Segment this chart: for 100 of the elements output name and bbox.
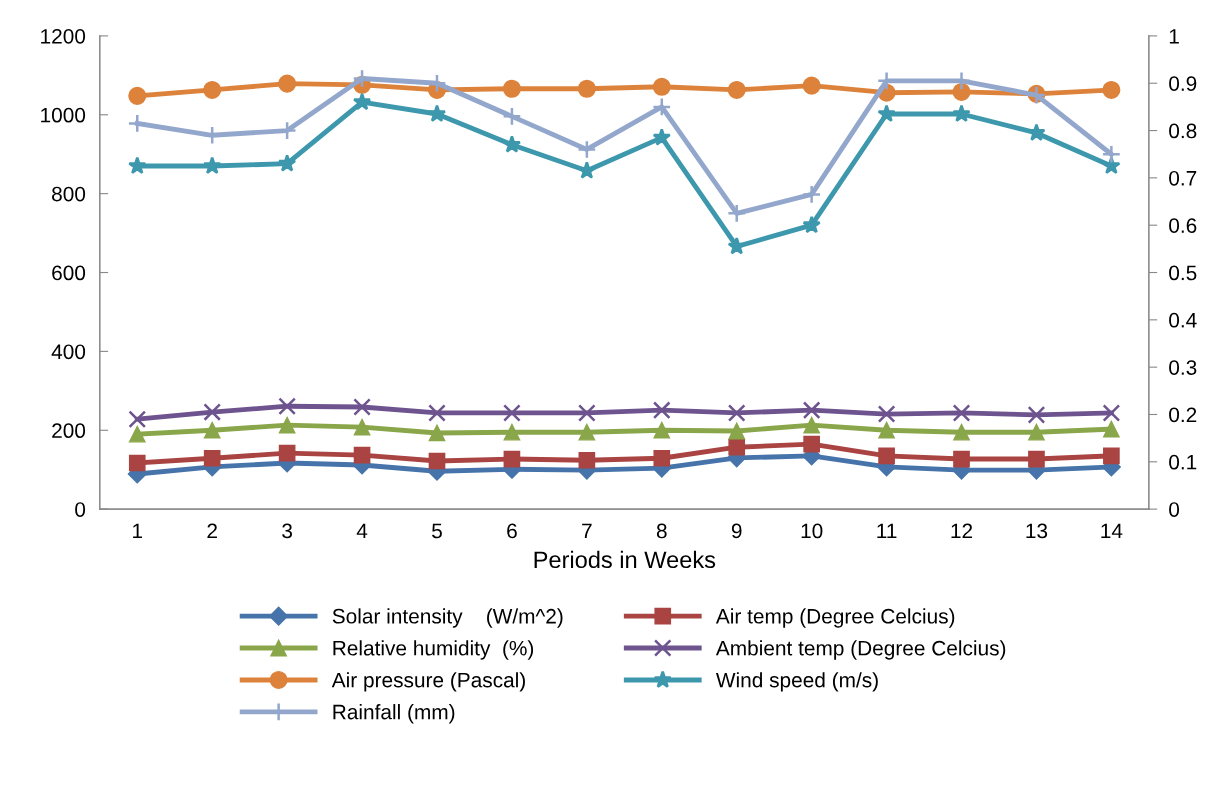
point xyxy=(203,156,222,175)
y-tick-label: 800 xyxy=(52,186,86,202)
x-tick-label: 6 xyxy=(507,523,517,539)
point xyxy=(203,403,222,421)
point xyxy=(952,104,971,122)
point xyxy=(952,404,971,422)
point xyxy=(578,451,596,469)
point xyxy=(353,418,371,436)
point xyxy=(728,438,746,456)
point xyxy=(577,404,596,422)
point xyxy=(652,401,671,420)
point xyxy=(1101,144,1121,164)
y2-tick-label: 1 xyxy=(1169,29,1179,44)
y2-tick-label: 0.1 xyxy=(1169,454,1197,470)
point xyxy=(802,401,821,420)
legend-label: Rainfall (mm) xyxy=(333,704,455,724)
point xyxy=(278,444,296,462)
y-tick-label: 1200 xyxy=(41,28,86,44)
point xyxy=(1027,405,1046,424)
point xyxy=(878,447,895,465)
x-axis-title: Periods in Weeks xyxy=(534,550,716,569)
point xyxy=(802,184,822,205)
point xyxy=(803,435,820,453)
point xyxy=(652,97,672,117)
y-tick-label: 0 xyxy=(75,502,86,517)
point xyxy=(203,421,221,439)
y2-tick-label: 0.2 xyxy=(1169,407,1197,423)
point xyxy=(503,423,521,441)
point xyxy=(127,113,147,134)
point xyxy=(653,449,671,467)
x-tick-label: 3 xyxy=(282,523,292,539)
legend-label: Wind speed (m/s) xyxy=(715,672,878,692)
x-tick-label: 9 xyxy=(731,523,742,539)
point xyxy=(652,128,671,146)
point xyxy=(427,104,447,122)
point xyxy=(1028,450,1045,468)
point xyxy=(877,405,896,423)
x-tick-label: 2 xyxy=(207,523,217,539)
point xyxy=(353,398,371,416)
point xyxy=(803,416,820,434)
point xyxy=(128,86,147,105)
y2-tick-label: 0.3 xyxy=(1169,360,1197,375)
point xyxy=(278,397,297,416)
point xyxy=(952,82,971,101)
point xyxy=(727,203,747,223)
x-tick-label: 4 xyxy=(356,523,368,539)
y-tick-label: 600 xyxy=(52,265,86,281)
point xyxy=(1028,423,1045,441)
point xyxy=(353,446,371,464)
point xyxy=(502,135,522,153)
x-tick-label: 7 xyxy=(582,523,592,539)
point xyxy=(577,161,597,179)
point xyxy=(727,80,746,99)
y-tick-label: 1000 xyxy=(41,107,86,123)
legend-label: Ambient temp (Degree Celcius) xyxy=(715,640,1006,660)
point xyxy=(727,404,746,422)
point xyxy=(352,92,372,111)
x-tick-label: 14 xyxy=(1101,523,1123,539)
point xyxy=(128,410,147,429)
point xyxy=(953,450,970,468)
point xyxy=(203,80,222,99)
point xyxy=(503,450,521,468)
point xyxy=(652,77,671,96)
y2-tick-label: 0.8 xyxy=(1169,123,1197,139)
point xyxy=(727,236,746,255)
x-tick-label: 1 xyxy=(133,523,143,539)
x-tick-label: 5 xyxy=(432,523,442,539)
point xyxy=(578,423,596,441)
point xyxy=(1102,80,1121,99)
legend-label: Air pressure (Pascal) xyxy=(331,672,525,692)
x-tick-label: 12 xyxy=(951,523,973,539)
point xyxy=(277,154,297,172)
y2-tick-label: 0.9 xyxy=(1169,76,1197,91)
point xyxy=(802,215,821,234)
legend-label: Air temp (Degree Celcius) xyxy=(715,608,955,628)
y2-tick-label: 0.6 xyxy=(1169,218,1197,233)
point xyxy=(278,74,297,93)
point xyxy=(653,421,671,439)
point xyxy=(953,423,970,441)
legend-label: Relative humidity (%) xyxy=(333,640,534,660)
x-tick-label: 13 xyxy=(1026,523,1048,539)
x-tick-label: 8 xyxy=(656,523,667,539)
point xyxy=(278,416,296,434)
y2-tick-label: 0.7 xyxy=(1169,170,1197,186)
y2-tick-label: 0 xyxy=(1169,502,1180,517)
point xyxy=(728,422,746,440)
point xyxy=(878,421,895,439)
point xyxy=(128,425,146,443)
x-tick-label: 10 xyxy=(801,523,823,539)
point xyxy=(502,79,521,98)
point xyxy=(577,139,597,160)
point xyxy=(1103,447,1120,465)
x-tick-label: 11 xyxy=(877,523,897,539)
legend-label: Solar intensity (W/m^2) xyxy=(332,608,563,628)
y2-tick-label: 0.4 xyxy=(1169,312,1197,328)
point xyxy=(1102,404,1121,422)
point xyxy=(802,76,821,95)
point xyxy=(203,449,221,467)
point xyxy=(1103,420,1120,438)
y2-tick-label: 0.5 xyxy=(1169,265,1197,281)
